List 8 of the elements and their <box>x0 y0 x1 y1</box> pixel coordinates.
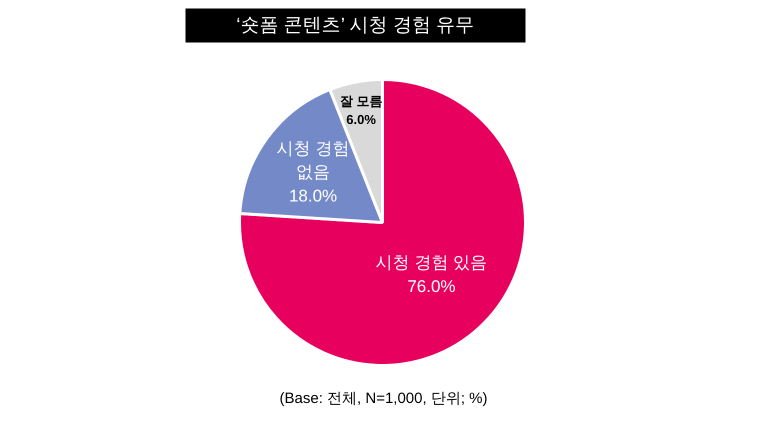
text: (Base: 전체, N=1,000, 단위; %) <box>280 390 488 407</box>
data-label: 18.0% <box>288 186 338 206</box>
slice-label: 시청 경험 있음 <box>376 253 488 272</box>
chart-title: ‘숏폼 콘텐츠’ 시청 경험 유무 <box>236 15 474 36</box>
slice-label: 시청 경험 없음 <box>276 138 350 182</box>
data-label: 76.0% <box>407 276 456 296</box>
data-label: 6.0% <box>346 112 376 127</box>
slice-label: 잘 모름 <box>340 93 382 108</box>
